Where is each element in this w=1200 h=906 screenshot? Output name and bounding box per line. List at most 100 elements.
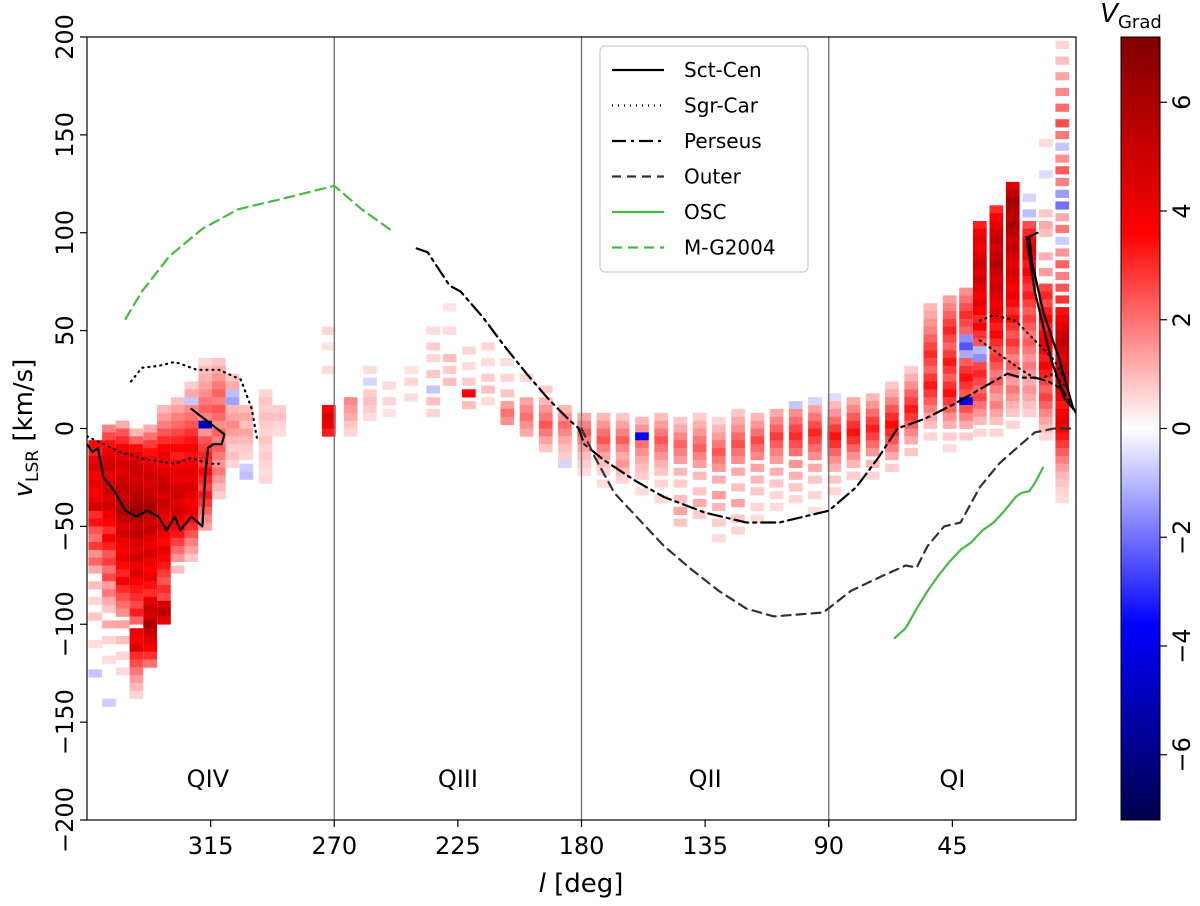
heatmap-cell — [102, 542, 116, 551]
heatmap-cell — [321, 428, 336, 437]
heatmap-cell — [989, 268, 1004, 277]
y-tick-label: −150 — [51, 689, 79, 755]
heatmap-cell — [942, 342, 957, 351]
heatmap-cell — [115, 475, 130, 484]
heatmap-cell — [1022, 268, 1037, 277]
series-line-sgr-car — [978, 339, 1075, 410]
heatmap-cell — [88, 565, 103, 574]
heatmap-cell — [750, 487, 765, 496]
heatmap-cell — [989, 322, 1004, 331]
heatmap-cell — [88, 549, 103, 559]
heatmap-cell — [157, 561, 171, 570]
heatmap-cell — [129, 553, 144, 562]
heatmap-cell — [184, 381, 199, 390]
heatmap-cell — [989, 338, 1004, 347]
quadrant-labels: QIV QIII QII QI — [187, 765, 966, 793]
heatmap-cell — [157, 553, 171, 562]
heatmap-cell — [258, 436, 273, 445]
heatmap-cell — [846, 444, 861, 453]
heatmap-cell — [170, 475, 185, 484]
heatmap-cell — [1005, 244, 1020, 253]
heatmap-cell — [865, 459, 880, 468]
heatmap-cell — [923, 326, 938, 335]
heatmap-cell — [239, 412, 254, 421]
heatmap-cell — [129, 506, 144, 515]
heatmap-cell — [1055, 471, 1070, 480]
heatmap-cell — [1055, 40, 1070, 50]
heatmap-cell — [225, 373, 240, 382]
heatmap-cell — [959, 334, 973, 343]
heatmap-cell — [1005, 322, 1020, 331]
heatmap-cell — [942, 295, 957, 304]
heatmap-cell — [88, 455, 103, 465]
heatmap-cell — [788, 459, 803, 468]
heatmap-cell — [615, 420, 630, 429]
colorbar-tick-label: 0 — [1168, 421, 1196, 436]
heatmap-cell — [808, 444, 822, 453]
heatmap-cell — [184, 475, 199, 484]
heatmap-cell — [959, 373, 973, 382]
heatmap-cell — [788, 448, 803, 457]
heatmap-cell — [692, 499, 707, 508]
heatmap-cell — [212, 358, 226, 367]
heatmap-cell — [989, 346, 1004, 355]
heatmap-cell — [212, 491, 226, 500]
heatmap-cell — [239, 471, 254, 480]
heatmap-cell — [115, 452, 130, 461]
heatmap-cell — [1055, 224, 1070, 234]
heatmap-cell — [989, 330, 1004, 339]
heatmap-cell — [129, 546, 144, 555]
heatmap-cell — [577, 412, 592, 421]
heatmap-cell — [923, 365, 938, 375]
heatmap-cell — [115, 569, 130, 578]
heatmap-cell — [157, 483, 171, 492]
heatmap-cell — [1005, 420, 1020, 429]
heatmap-cell — [143, 440, 157, 449]
heatmap-cell — [989, 205, 1004, 214]
heatmap-cell — [184, 514, 199, 523]
heatmap-cell — [1055, 479, 1070, 488]
heatmap-cell — [143, 557, 157, 566]
heatmap-cell — [129, 659, 144, 668]
heatmap-cell — [885, 436, 899, 445]
heatmap-cell — [989, 354, 1004, 363]
heatmap-cell — [170, 553, 185, 562]
heatmap-cell — [212, 475, 226, 484]
heatmap-cell — [973, 268, 987, 277]
heatmap-cell — [788, 401, 803, 410]
quadrant-label-qiv: QIV — [187, 765, 230, 793]
heatmap-cell — [143, 581, 157, 590]
heatmap-cell — [769, 467, 784, 476]
heatmap-cell — [654, 428, 668, 437]
heatmap-cell — [88, 487, 103, 496]
heatmap-cell — [577, 436, 592, 445]
heatmap-cell — [558, 436, 572, 445]
x-tick-label: 225 — [435, 832, 481, 860]
colorbar-gradient — [1120, 36, 1161, 821]
heatmap-cell — [102, 455, 116, 465]
heatmap-cell — [712, 440, 726, 449]
heatmap-cell — [1055, 377, 1070, 386]
heatmap-cell — [959, 412, 973, 421]
heatmap-cell — [865, 408, 880, 418]
heatmap-cell — [102, 448, 116, 457]
heatmap-cell — [973, 428, 987, 437]
heatmap-cell — [129, 428, 144, 437]
colorbar-tick-label: −6 — [1168, 737, 1196, 772]
heatmap-cell — [808, 397, 822, 406]
x-axis-label: l [deg] — [539, 869, 624, 899]
heatmap-cell — [212, 389, 226, 398]
heatmap-cell — [1038, 408, 1053, 418]
heatmap-cell — [500, 373, 515, 382]
heatmap-cell — [88, 534, 103, 543]
heatmap-cell — [170, 506, 185, 515]
series-line-osc — [893, 466, 1045, 640]
heatmap-cell — [635, 424, 649, 433]
colorbar: −6 −4 −2 0 2 4 6 VGrad — [1100, 0, 1196, 821]
heatmap-cell — [1022, 338, 1037, 347]
heatmap-cell — [989, 213, 1004, 222]
heatmap-cell — [115, 620, 130, 629]
heatmap-cell — [923, 334, 938, 343]
heatmap-cell — [1005, 260, 1020, 269]
series-line-outer — [580, 427, 1076, 618]
